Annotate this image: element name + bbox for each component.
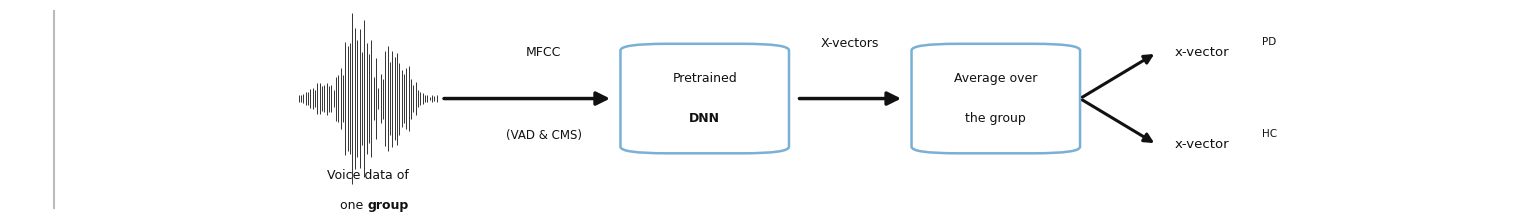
Text: Voice data of: Voice data of: [326, 169, 409, 182]
Text: (VAD & CMS): (VAD & CMS): [506, 129, 582, 142]
Text: Pretrained: Pretrained: [673, 72, 737, 85]
Text: X-vectors: X-vectors: [821, 37, 879, 50]
Text: x-vector: x-vector: [1175, 138, 1230, 151]
FancyBboxPatch shape: [620, 44, 789, 153]
Text: PD: PD: [1262, 37, 1276, 47]
Text: one: one: [340, 199, 368, 212]
Text: x-vector: x-vector: [1175, 46, 1230, 59]
Text: DNN: DNN: [689, 112, 720, 125]
Text: Average over: Average over: [954, 72, 1037, 85]
FancyBboxPatch shape: [912, 44, 1080, 153]
Text: HC: HC: [1262, 129, 1278, 139]
Text: MFCC: MFCC: [525, 46, 562, 59]
Text: the group: the group: [965, 112, 1026, 125]
Text: group: group: [368, 199, 409, 212]
